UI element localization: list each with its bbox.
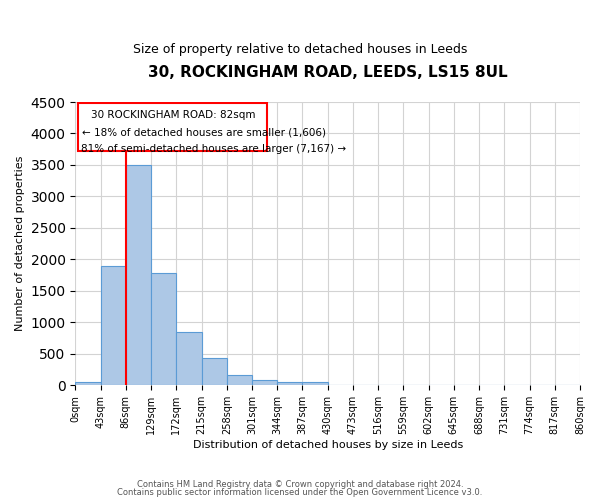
Bar — [252, 380, 277, 386]
Bar — [101, 266, 126, 386]
Text: Contains public sector information licensed under the Open Government Licence v3: Contains public sector information licen… — [118, 488, 482, 497]
Text: 81% of semi-detached houses are larger (7,167) →: 81% of semi-detached houses are larger (… — [81, 144, 346, 154]
Text: Contains HM Land Registry data © Crown copyright and database right 2024.: Contains HM Land Registry data © Crown c… — [137, 480, 463, 489]
Bar — [302, 382, 328, 386]
Bar — [176, 332, 202, 386]
Y-axis label: Number of detached properties: Number of detached properties — [15, 156, 25, 332]
Text: Size of property relative to detached houses in Leeds: Size of property relative to detached ho… — [133, 42, 467, 56]
X-axis label: Distribution of detached houses by size in Leeds: Distribution of detached houses by size … — [193, 440, 463, 450]
Bar — [202, 358, 227, 386]
Bar — [151, 274, 176, 386]
Bar — [126, 165, 151, 386]
FancyBboxPatch shape — [79, 104, 267, 151]
Text: 30 ROCKINGHAM ROAD: 82sqm: 30 ROCKINGHAM ROAD: 82sqm — [91, 110, 255, 120]
Text: ← 18% of detached houses are smaller (1,606): ← 18% of detached houses are smaller (1,… — [82, 127, 326, 137]
Bar — [227, 376, 252, 386]
Bar — [277, 382, 302, 386]
Bar — [76, 382, 101, 386]
Title: 30, ROCKINGHAM ROAD, LEEDS, LS15 8UL: 30, ROCKINGHAM ROAD, LEEDS, LS15 8UL — [148, 65, 508, 80]
